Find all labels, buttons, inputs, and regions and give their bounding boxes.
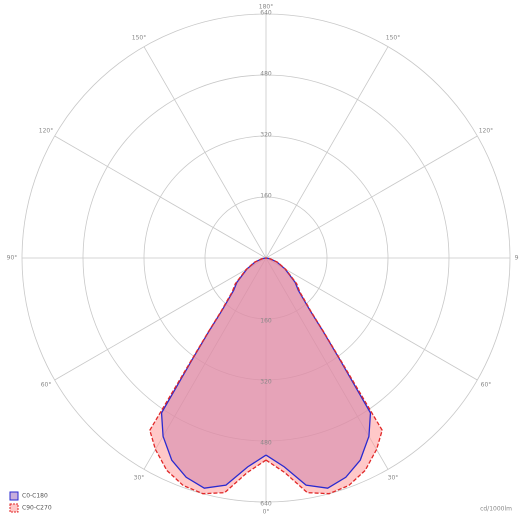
r-tick-label: 320 [260,379,272,386]
r-tick-label: 480 [260,71,272,78]
grid-spoke [265,257,478,381]
grid-spoke [54,257,267,381]
angle-label: 180° [259,4,273,11]
series-fill [266,258,383,494]
angle-label: 150° [386,35,400,42]
angle-label: 90° [7,255,18,262]
angle-label: 30° [134,474,145,481]
legend-swatch [9,491,19,501]
grid-spoke [54,135,267,259]
grid-spoke [265,46,389,259]
r-tick-label: 320 [260,132,272,139]
legend-label: C0-C180 [22,493,48,500]
series-fill [149,258,266,494]
angle-label: 120° [479,128,493,135]
unit-label: cd/1000lm [480,506,512,513]
r-tick-label: 640 [260,501,272,508]
grid-spoke [143,46,267,259]
r-tick-label: 160 [260,318,272,325]
r-tick-label: 160 [260,193,272,200]
series-line [265,257,383,495]
angle-label: 120° [39,128,53,135]
angle-label: 150° [132,35,146,42]
angle-label: 60° [41,382,52,389]
series-line [149,257,267,495]
legend-label: C90-C270 [22,505,52,512]
angle-label: 0° [263,509,270,516]
angle-label: 90° [515,255,519,262]
grid-spoke [265,135,478,259]
angle-label: 30° [388,474,399,481]
angle-label: 60° [481,382,492,389]
r-tick-label: 480 [260,440,272,447]
legend-swatch [9,503,19,513]
r-tick-label: 640 [260,10,272,17]
